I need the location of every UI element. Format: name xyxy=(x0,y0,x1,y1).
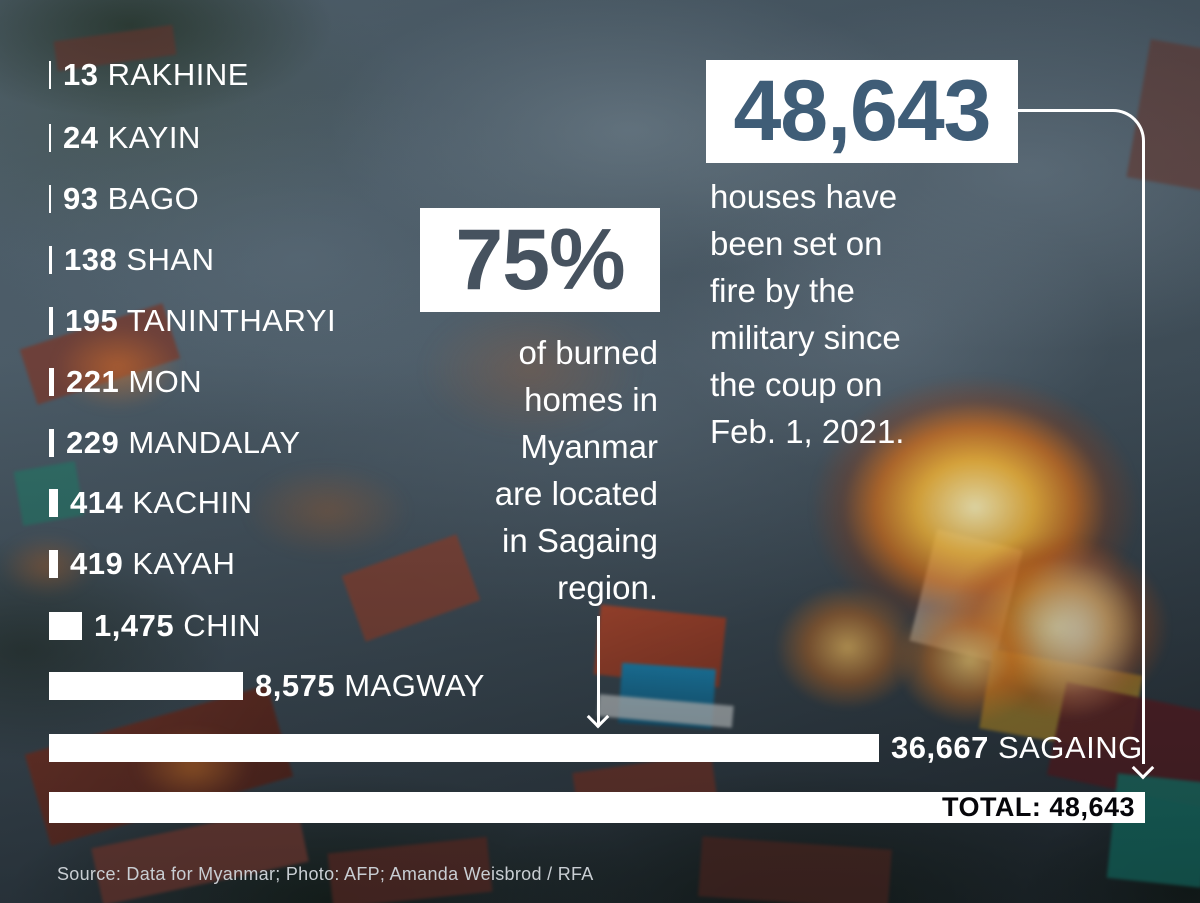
total-headline: 48,643 xyxy=(733,63,991,159)
bar-region-name: SHAN xyxy=(117,242,215,277)
bar xyxy=(49,61,51,89)
roofs-bottom-right-cluster xyxy=(698,836,892,903)
bar-region-name: KAYAH xyxy=(123,546,236,581)
bar-row-mon: 221 MON xyxy=(49,365,202,399)
bar-label: 13 RAKHINE xyxy=(63,58,249,92)
white-fence xyxy=(597,694,734,728)
bar xyxy=(49,672,243,700)
bar xyxy=(49,185,51,213)
bar xyxy=(49,550,58,578)
sagaing-arrow-line xyxy=(597,616,600,724)
burned-pale-building xyxy=(909,529,1023,662)
bar-row-sagaing: 36,667 SAGAING xyxy=(49,731,1143,765)
percent-callout-body: of burned homes in Myanmar are located i… xyxy=(494,334,658,606)
bar-row-tanintharyi: 195 TANINTHARYI xyxy=(49,304,336,338)
fire-left-of-main xyxy=(775,585,920,710)
bar-region-name: RAKHINE xyxy=(98,57,249,92)
bar xyxy=(49,246,52,274)
bar-region-name: BAGO xyxy=(98,181,200,216)
bar xyxy=(49,124,51,152)
bar-value: 414 xyxy=(70,485,124,520)
bar-value: 1,475 xyxy=(94,608,175,643)
bar-label: 138 SHAN xyxy=(64,243,214,277)
bar-label: 221 MON xyxy=(66,365,202,399)
bar-label: 414 KACHIN xyxy=(70,486,252,520)
bar-value: 138 xyxy=(64,242,118,277)
bar xyxy=(49,489,58,517)
percent-headline: 75% xyxy=(455,211,625,308)
bar-value: 24 xyxy=(63,120,99,155)
total-connector-line xyxy=(1018,109,1145,764)
bar-region-name: MANDALAY xyxy=(119,425,301,460)
bar-region-name: KACHIN xyxy=(123,485,253,520)
bar-value: 36,667 xyxy=(891,730,989,765)
bar-value: 13 xyxy=(63,57,99,92)
bar-row-kayin: 24 KAYIN xyxy=(49,121,201,155)
bar-row-chin: 1,475 CHIN xyxy=(49,609,261,643)
bar-label: 1,475 CHIN xyxy=(94,609,261,643)
bar xyxy=(49,734,879,762)
total-callout-body: houses have been set on fire by the mili… xyxy=(710,178,905,450)
total-bar: TOTAL: 48,643 xyxy=(49,792,1145,823)
bar-row-kayah: 419 KAYAH xyxy=(49,547,235,581)
bar-value: 221 xyxy=(66,364,120,399)
bar-value: 93 xyxy=(63,181,99,216)
total-callout-box: 48,643 xyxy=(706,60,1018,163)
bar xyxy=(49,307,53,335)
bar-label: 195 TANINTHARYI xyxy=(65,304,336,338)
teal-house-bottom-right xyxy=(1106,773,1200,888)
percent-callout-box: 75% xyxy=(420,208,660,312)
bar-row-magway: 8,575 MAGWAY xyxy=(49,669,485,703)
bar-value: 195 xyxy=(65,303,119,338)
bar-label: 8,575 MAGWAY xyxy=(255,669,485,703)
bar-region-name: MAGWAY xyxy=(335,668,485,703)
bar-value: 229 xyxy=(66,425,120,460)
bar-region-name: TANINTHARYI xyxy=(118,303,337,338)
bar xyxy=(49,612,82,640)
bar-label: 93 BAGO xyxy=(63,182,199,216)
bar-label: 24 KAYIN xyxy=(63,121,201,155)
bar-region-name: KAYIN xyxy=(98,120,201,155)
total-label: TOTAL: 48,643 xyxy=(941,792,1135,822)
sagaing-arrow-head-icon xyxy=(586,705,610,729)
bar-label: 229 MANDALAY xyxy=(66,426,301,460)
bar-row-kachin: 414 KACHIN xyxy=(49,486,252,520)
bar-row-rakhine: 13 RAKHINE xyxy=(49,58,249,92)
bar-label: 419 KAYAH xyxy=(70,547,235,581)
blue-house-walls xyxy=(618,662,716,730)
blue-house-roof xyxy=(593,604,727,688)
source-credit: Source: Data for Myanmar; Photo: AFP; Am… xyxy=(57,864,594,884)
bar-row-shan: 138 SHAN xyxy=(49,243,214,277)
bar-row-bago: 93 BAGO xyxy=(49,182,199,216)
bar xyxy=(49,429,54,457)
bar-region-name: CHIN xyxy=(174,608,261,643)
bar-row-mandalay: 229 MANDALAY xyxy=(49,426,301,460)
bar xyxy=(49,368,54,396)
bar-region-name: MON xyxy=(119,364,203,399)
bar-value: 419 xyxy=(70,546,124,581)
bar-value: 8,575 xyxy=(255,668,336,703)
